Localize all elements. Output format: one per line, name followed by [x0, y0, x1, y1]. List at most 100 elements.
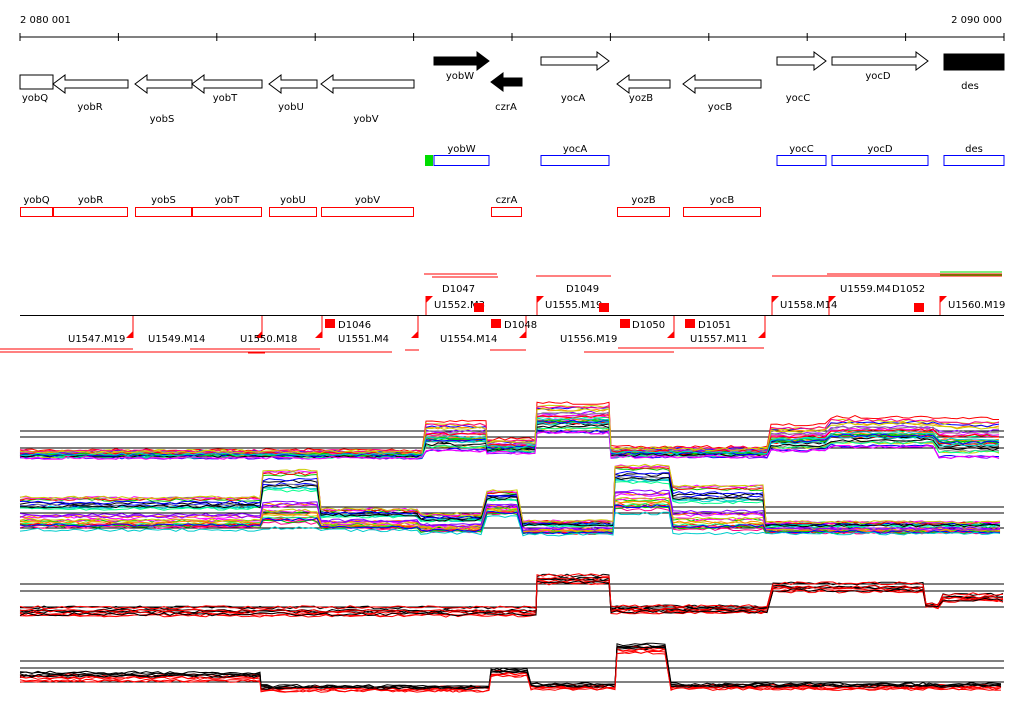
plot-series-line [19, 573, 1004, 610]
scale-end-label: 2 090 000 [951, 15, 1002, 26]
red-feature [135, 207, 192, 217]
plot-series-line [19, 643, 1002, 689]
plot-series-line [19, 648, 1002, 692]
transcript-label-below: U1547.M19 [68, 334, 125, 345]
gene-label: yocA [561, 93, 586, 104]
transcript-label-below: D1051 [698, 320, 731, 331]
blue-feature [433, 155, 490, 166]
gene-arrow-yocB [682, 74, 762, 94]
red-feature [321, 207, 414, 217]
gene-label: yobW [446, 71, 474, 82]
gene-arrow-yocC [776, 51, 827, 71]
transcript-label-below: D1048 [504, 320, 537, 331]
blue-feature-label: des [965, 144, 983, 155]
plot-series-line [19, 417, 1000, 457]
transcript-flag [315, 331, 322, 338]
transcript-label-below: U1550.M18 [240, 334, 297, 345]
gene-arrow-des [943, 53, 1005, 71]
gene-label: yocB [708, 102, 733, 113]
gene-arrow-yobQ [19, 74, 54, 90]
transcript-flag [758, 331, 765, 338]
plot-series-line [19, 650, 1002, 693]
transcript-box [474, 303, 484, 312]
transcript-label-below: U1551.M4 [338, 334, 389, 345]
plot-series-line [19, 579, 1004, 615]
gene-arrow-yocD [831, 51, 929, 71]
red-feature [491, 207, 522, 217]
blue-feature-label: yocC [789, 144, 814, 155]
plot-series-line [19, 463, 1001, 525]
transcript-label-below: U1549.M14 [148, 334, 205, 345]
red-feature-label: yobV [355, 195, 380, 206]
gene-arrow-yobV [320, 74, 415, 94]
red-feature [192, 207, 262, 217]
transcript-label-below: U1554.M14 [440, 334, 497, 345]
plot-series-line [19, 408, 1000, 454]
gene-arrow-czrA [490, 72, 523, 92]
red-feature-label: yobS [151, 195, 176, 206]
plot-series-line [19, 511, 1001, 537]
red-feature [683, 207, 761, 217]
transcript-box [620, 319, 630, 328]
gene-arrow-yobU [268, 74, 318, 94]
transcript-flag [126, 331, 133, 338]
red-feature [617, 207, 670, 217]
red-feature-label: yobR [78, 195, 103, 206]
scale-ruler [19, 33, 1005, 41]
gene-track: yobQ yobR yobS yobT yobU yobV yobW czrA yocA yozB… [19, 51, 1005, 125]
transcript-box [599, 303, 609, 312]
transcript-box [685, 319, 695, 328]
blue-feature [540, 155, 610, 166]
transcript-flag [519, 331, 526, 338]
blue-feature-label: yobW [447, 144, 475, 155]
transcript-label-below: D1046 [338, 320, 371, 331]
transcript-flag [772, 296, 779, 303]
transcript-label-above: U1552.M3 [434, 300, 485, 311]
gene-arrow-yobS [134, 74, 193, 94]
gene-label: yobQ [22, 93, 48, 104]
gene-label: yobS [150, 114, 175, 125]
plot-series-line [19, 500, 1001, 534]
gene-label: yocD [865, 71, 891, 82]
transcript-label-above: D1047 [442, 284, 475, 295]
transcript-label-below: U1557.M11 [690, 334, 747, 345]
plot-series-line [19, 581, 1004, 618]
plot-series-line [19, 481, 1001, 529]
gene-arrow-yobT [191, 74, 263, 94]
gene-label: yobV [353, 114, 378, 125]
red-feature-label: yobT [215, 195, 240, 206]
gene-label: yozB [629, 93, 653, 104]
gene-arrow-yobR [52, 74, 129, 94]
blue-feature [831, 155, 929, 166]
transcript-label-below: D1050 [632, 320, 665, 331]
plot-series-line [19, 504, 1001, 535]
transcript-box [491, 319, 501, 328]
gene-label: czrA [495, 102, 517, 113]
gene-label: yobR [77, 102, 102, 113]
transcript-label-below: U1556.M19 [560, 334, 617, 345]
gene-label: des [961, 81, 979, 92]
plot-series-line [19, 404, 1000, 454]
blue-feature-label: yocA [563, 144, 588, 155]
transcript-flag [940, 296, 947, 303]
plot-series-line [19, 576, 1004, 613]
green-marker [425, 155, 433, 166]
plot-series-line [19, 476, 1001, 528]
gene-arrow-yobW [433, 51, 490, 71]
red-feature-label: czrA [496, 195, 518, 206]
transcript-flag [255, 331, 262, 338]
blue-feature-track: yobW yocA yocC yocD des [425, 144, 1005, 166]
gene-label: yocC [786, 93, 811, 104]
gene-label: yobU [278, 102, 304, 113]
transcript-label-above: U1559.M4 [840, 284, 891, 295]
red-feature [20, 207, 53, 217]
plot-series-line [19, 430, 1000, 460]
transcript-box [325, 319, 335, 328]
plot-series-line [19, 580, 1004, 617]
transcript-flag [426, 296, 433, 303]
gene-arrow-yocA [540, 51, 610, 71]
plot-series-line [19, 464, 1001, 525]
red-feature-label: yocB [710, 195, 735, 206]
expression-plots [19, 401, 1004, 693]
